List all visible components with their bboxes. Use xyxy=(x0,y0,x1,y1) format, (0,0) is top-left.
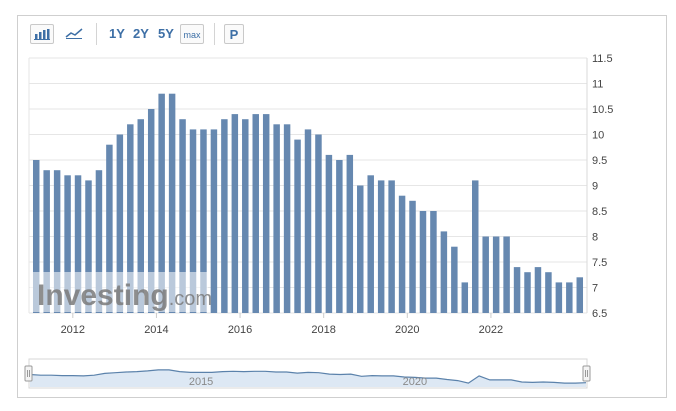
bar xyxy=(137,119,144,313)
y-tick-label: 6.5 xyxy=(592,308,607,320)
navigator-year-labels: 2015 2020 xyxy=(189,376,427,388)
navigator-area xyxy=(30,369,586,387)
bar xyxy=(294,139,301,313)
bar xyxy=(377,180,385,313)
bar xyxy=(482,236,489,313)
bar xyxy=(106,144,113,313)
bar xyxy=(64,175,71,313)
y-tick-label: 10 xyxy=(592,130,604,142)
bar xyxy=(472,180,479,313)
toolbar-separator xyxy=(96,23,97,45)
bar xyxy=(409,200,416,313)
bar xyxy=(566,282,573,313)
y-tick-label: 9 xyxy=(592,181,598,193)
range-max-button[interactable]: max xyxy=(180,24,204,44)
navigator-right-handle[interactable] xyxy=(582,365,591,382)
bar xyxy=(419,211,427,313)
bar xyxy=(503,236,510,313)
bar xyxy=(116,134,124,313)
bar xyxy=(440,231,448,313)
y-tick-label: 8.5 xyxy=(592,206,607,218)
bar xyxy=(513,267,521,313)
x-tick-label: 2016 xyxy=(228,324,252,336)
navigator-left-handle[interactable] xyxy=(24,365,33,382)
bar xyxy=(357,185,364,313)
y-tick-label: 10.5 xyxy=(592,104,613,116)
bar xyxy=(242,119,249,313)
x-tick-label: 2014 xyxy=(144,324,168,336)
bar xyxy=(168,93,176,313)
bar xyxy=(367,175,374,313)
y-axis: 6.5 7 7.5 8 8.5 9 9.5 10 10.5 11 11.5 xyxy=(592,53,613,320)
range-2y-button[interactable]: 2Y xyxy=(133,26,149,41)
x-tick-label: 2022 xyxy=(479,324,503,336)
investing-watermark: Investing.com xyxy=(30,272,212,312)
bar xyxy=(388,180,395,313)
bar xyxy=(492,236,500,313)
bar xyxy=(85,180,92,313)
bar xyxy=(524,272,531,313)
bar xyxy=(158,93,165,313)
range-1y-button[interactable]: 1Y xyxy=(109,26,125,41)
y-tick-label: 11.5 xyxy=(592,53,613,65)
bar xyxy=(545,272,552,313)
bar xyxy=(221,119,228,313)
x-axis: 2012 2014 2016 2018 2020 2022 xyxy=(61,313,503,336)
bar xyxy=(262,114,270,313)
bar-chart-icon xyxy=(34,29,50,40)
navigator-year-label: 2015 xyxy=(189,376,213,388)
bar xyxy=(43,170,50,313)
bar xyxy=(127,124,134,313)
bar xyxy=(53,170,61,313)
bar xyxy=(576,277,584,313)
watermark-brand: Investing xyxy=(37,279,169,312)
navigator-year-label: 2020 xyxy=(403,376,427,388)
bar xyxy=(283,124,291,313)
y-tick-label: 7 xyxy=(592,283,598,295)
bar xyxy=(315,134,322,313)
x-tick-label: 2012 xyxy=(61,324,85,336)
y-tick-label: 11 xyxy=(592,79,603,91)
watermark-suffix: .com xyxy=(169,288,212,310)
bar xyxy=(74,175,82,313)
bar xyxy=(95,170,103,313)
bar xyxy=(252,114,259,313)
x-tick-label: 2020 xyxy=(395,324,419,336)
bar xyxy=(179,119,186,313)
bar xyxy=(200,129,207,313)
print-button[interactable]: P xyxy=(224,24,244,44)
bar xyxy=(336,160,343,313)
bar xyxy=(147,109,155,313)
range-navigator[interactable]: 2015 2020 xyxy=(24,358,591,389)
bar xyxy=(461,282,469,313)
bar xyxy=(325,154,333,313)
bar xyxy=(398,195,406,313)
bar xyxy=(346,154,354,313)
bar xyxy=(555,282,563,313)
y-tick-label: 9.5 xyxy=(592,155,607,167)
chart-toolbar: 1Y 2Y 5Y max P xyxy=(18,16,666,52)
y-tick-label: 8 xyxy=(592,232,598,244)
bar xyxy=(430,211,437,313)
bar xyxy=(32,160,40,313)
bar xyxy=(231,114,239,313)
bar xyxy=(273,124,280,313)
line-chart-icon xyxy=(65,28,83,39)
bar xyxy=(451,246,458,313)
x-tick-label: 2018 xyxy=(311,324,335,336)
bar-chart-button[interactable] xyxy=(30,24,54,44)
navigator-line xyxy=(29,369,587,384)
bar xyxy=(304,129,312,313)
line-chart-button[interactable] xyxy=(62,24,86,44)
toolbar-separator xyxy=(214,23,215,45)
svg-text:Investing.com: Investing.com xyxy=(37,279,212,312)
range-5y-button[interactable]: 5Y xyxy=(158,26,174,41)
bar xyxy=(534,267,542,313)
y-tick-label: 7.5 xyxy=(592,257,607,269)
watermark-backdrop xyxy=(30,272,208,312)
bars xyxy=(32,93,584,313)
bar xyxy=(189,129,197,313)
bar xyxy=(210,129,218,313)
